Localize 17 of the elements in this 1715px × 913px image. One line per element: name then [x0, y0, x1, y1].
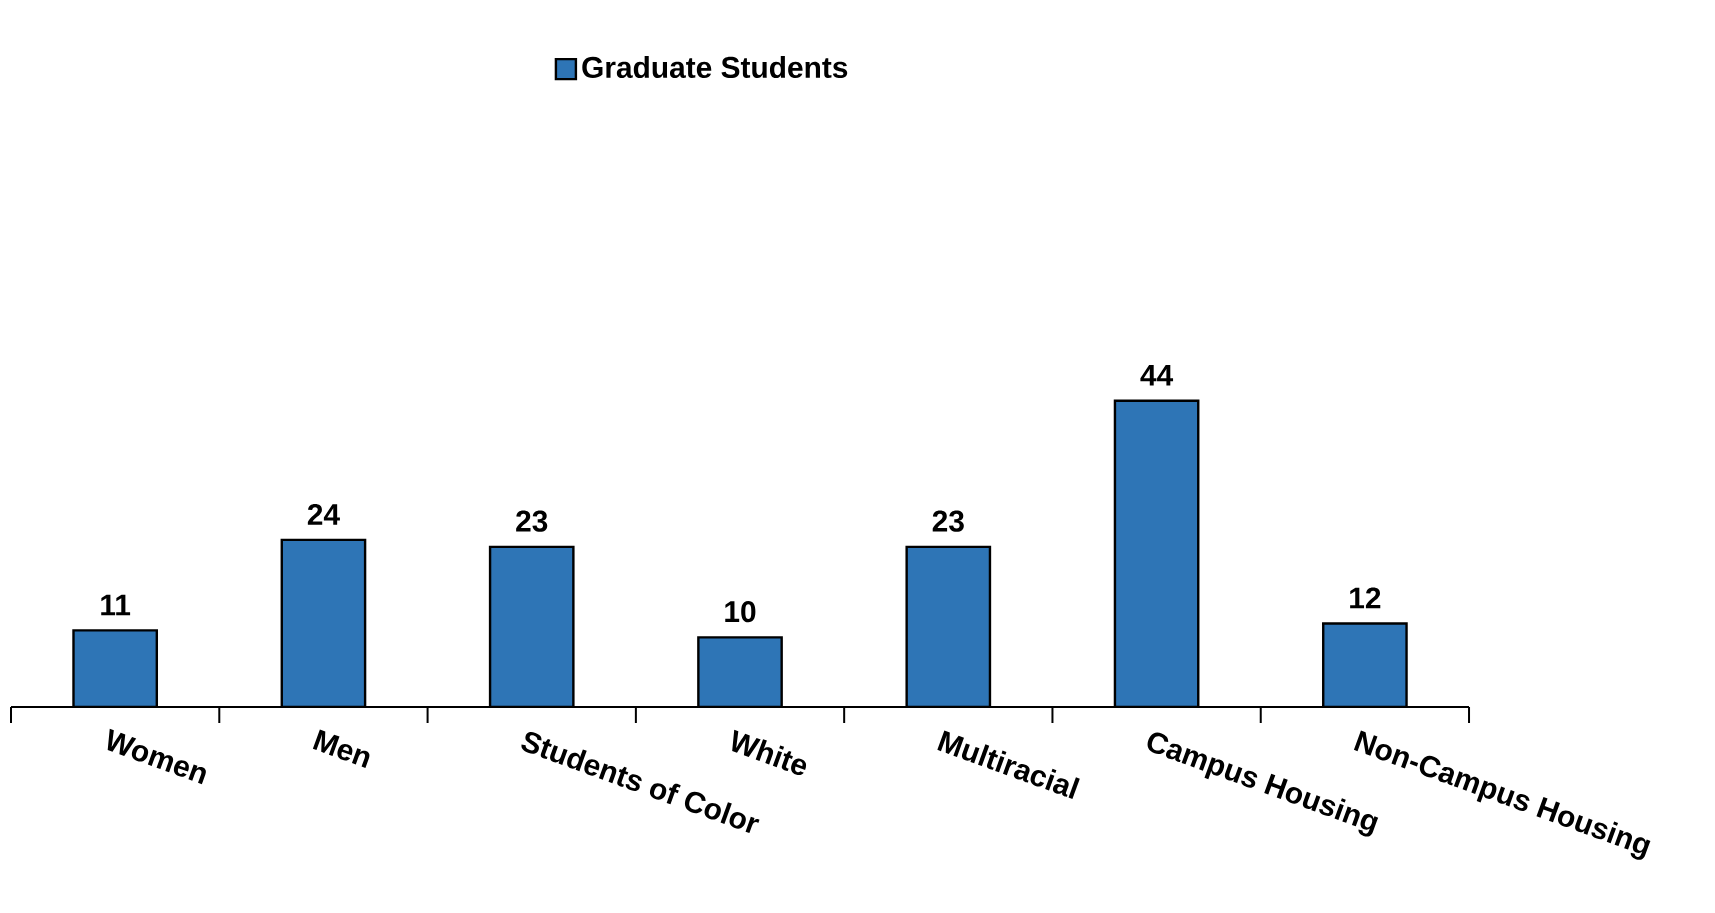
bar	[1322, 622, 1408, 707]
bar	[280, 538, 367, 707]
data-label: 23	[516, 510, 548, 532]
bar	[1113, 399, 1200, 707]
bar	[905, 545, 992, 707]
x-tick-label: Men	[312, 729, 370, 768]
data-label: 10	[725, 601, 756, 623]
x-tick-label: White	[732, 729, 807, 776]
bar	[697, 636, 783, 707]
data-label: 44	[1140, 364, 1174, 386]
legend-label: Graduate Students	[582, 56, 848, 79]
data-label: 24	[307, 503, 340, 525]
bar	[72, 629, 159, 707]
data-label: 12	[1350, 587, 1381, 609]
bar	[488, 545, 575, 707]
data-label: 11	[101, 594, 131, 616]
data-label: 23	[932, 510, 964, 532]
